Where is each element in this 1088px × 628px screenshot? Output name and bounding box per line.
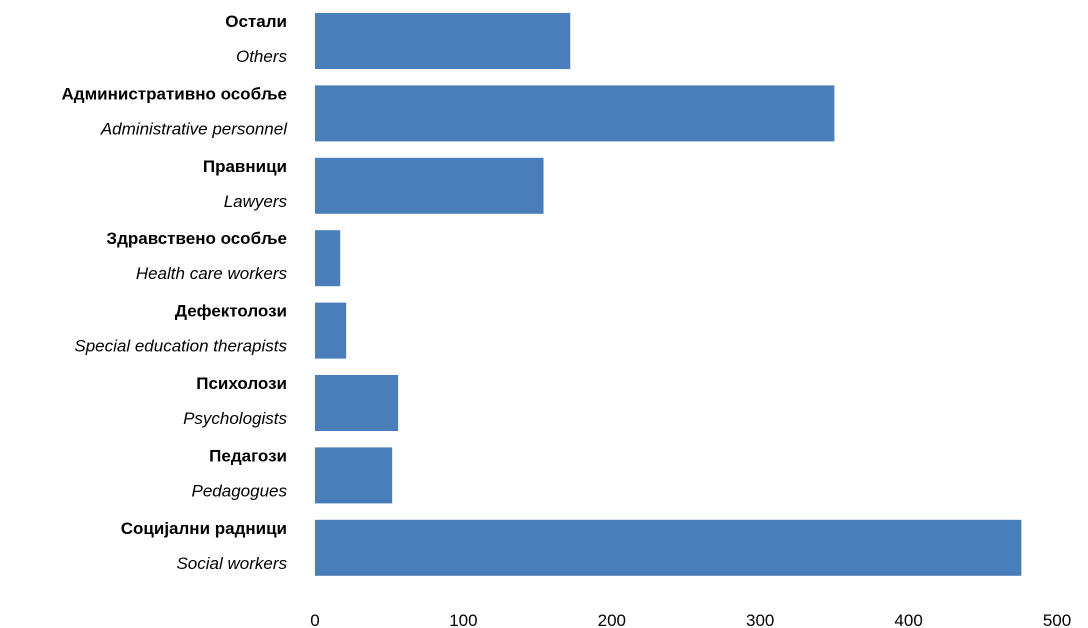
bar-pedagogues: [315, 447, 393, 504]
x-axis-tick-labels: 0 100 200 300 400 500: [310, 611, 1071, 628]
x-tick-label-100: 100: [449, 611, 477, 628]
category-labels-group: Остали Others Административно особље Admini…: [62, 12, 289, 573]
category-label-pedagogues: Педагози: [209, 446, 287, 465]
category-label-en-special-education-therapists: Special education therapists: [74, 337, 287, 356]
category-label-en-social-workers: Social workers: [176, 554, 287, 573]
category-label-en-health-care-workers: Health care workers: [136, 264, 288, 283]
category-label-en-psychologists: Psychologists: [183, 409, 287, 428]
bar-special-education-therapists: [315, 302, 347, 359]
category-label-social-workers: Социјални радници: [121, 519, 287, 538]
x-tick-label-300: 300: [746, 611, 774, 628]
x-tick-label-400: 400: [894, 611, 922, 628]
bar-administrative-personnel: [315, 85, 835, 142]
x-tick-label-0: 0: [310, 611, 319, 628]
category-label-administrative-personnel: Административно особље: [62, 84, 287, 103]
bar-others: [315, 13, 571, 69]
bar-psychologists: [315, 375, 399, 431]
category-label-lawyers: Правници: [203, 157, 287, 176]
bar-social-workers: [315, 519, 1022, 576]
category-label-special-education-therapists: Дефектолози: [175, 302, 287, 321]
x-tick-label-200: 200: [598, 611, 626, 628]
category-label-psychologists: Психолози: [196, 374, 287, 393]
x-tick-label-500: 500: [1043, 611, 1071, 628]
bar-lawyers: [315, 157, 544, 214]
category-label-en-administrative-personnel: Administrative personnel: [100, 119, 288, 138]
category-label-en-lawyers: Lawyers: [224, 192, 288, 211]
category-label-en-others: Others: [236, 47, 288, 66]
category-label-others: Остали: [225, 12, 287, 31]
bar-health-care-workers: [315, 230, 341, 287]
bars-group: [315, 13, 1022, 576]
category-label-health-care-workers: Здравствено особље: [106, 229, 287, 248]
category-label-en-pedagogues: Pedagogues: [192, 481, 288, 500]
